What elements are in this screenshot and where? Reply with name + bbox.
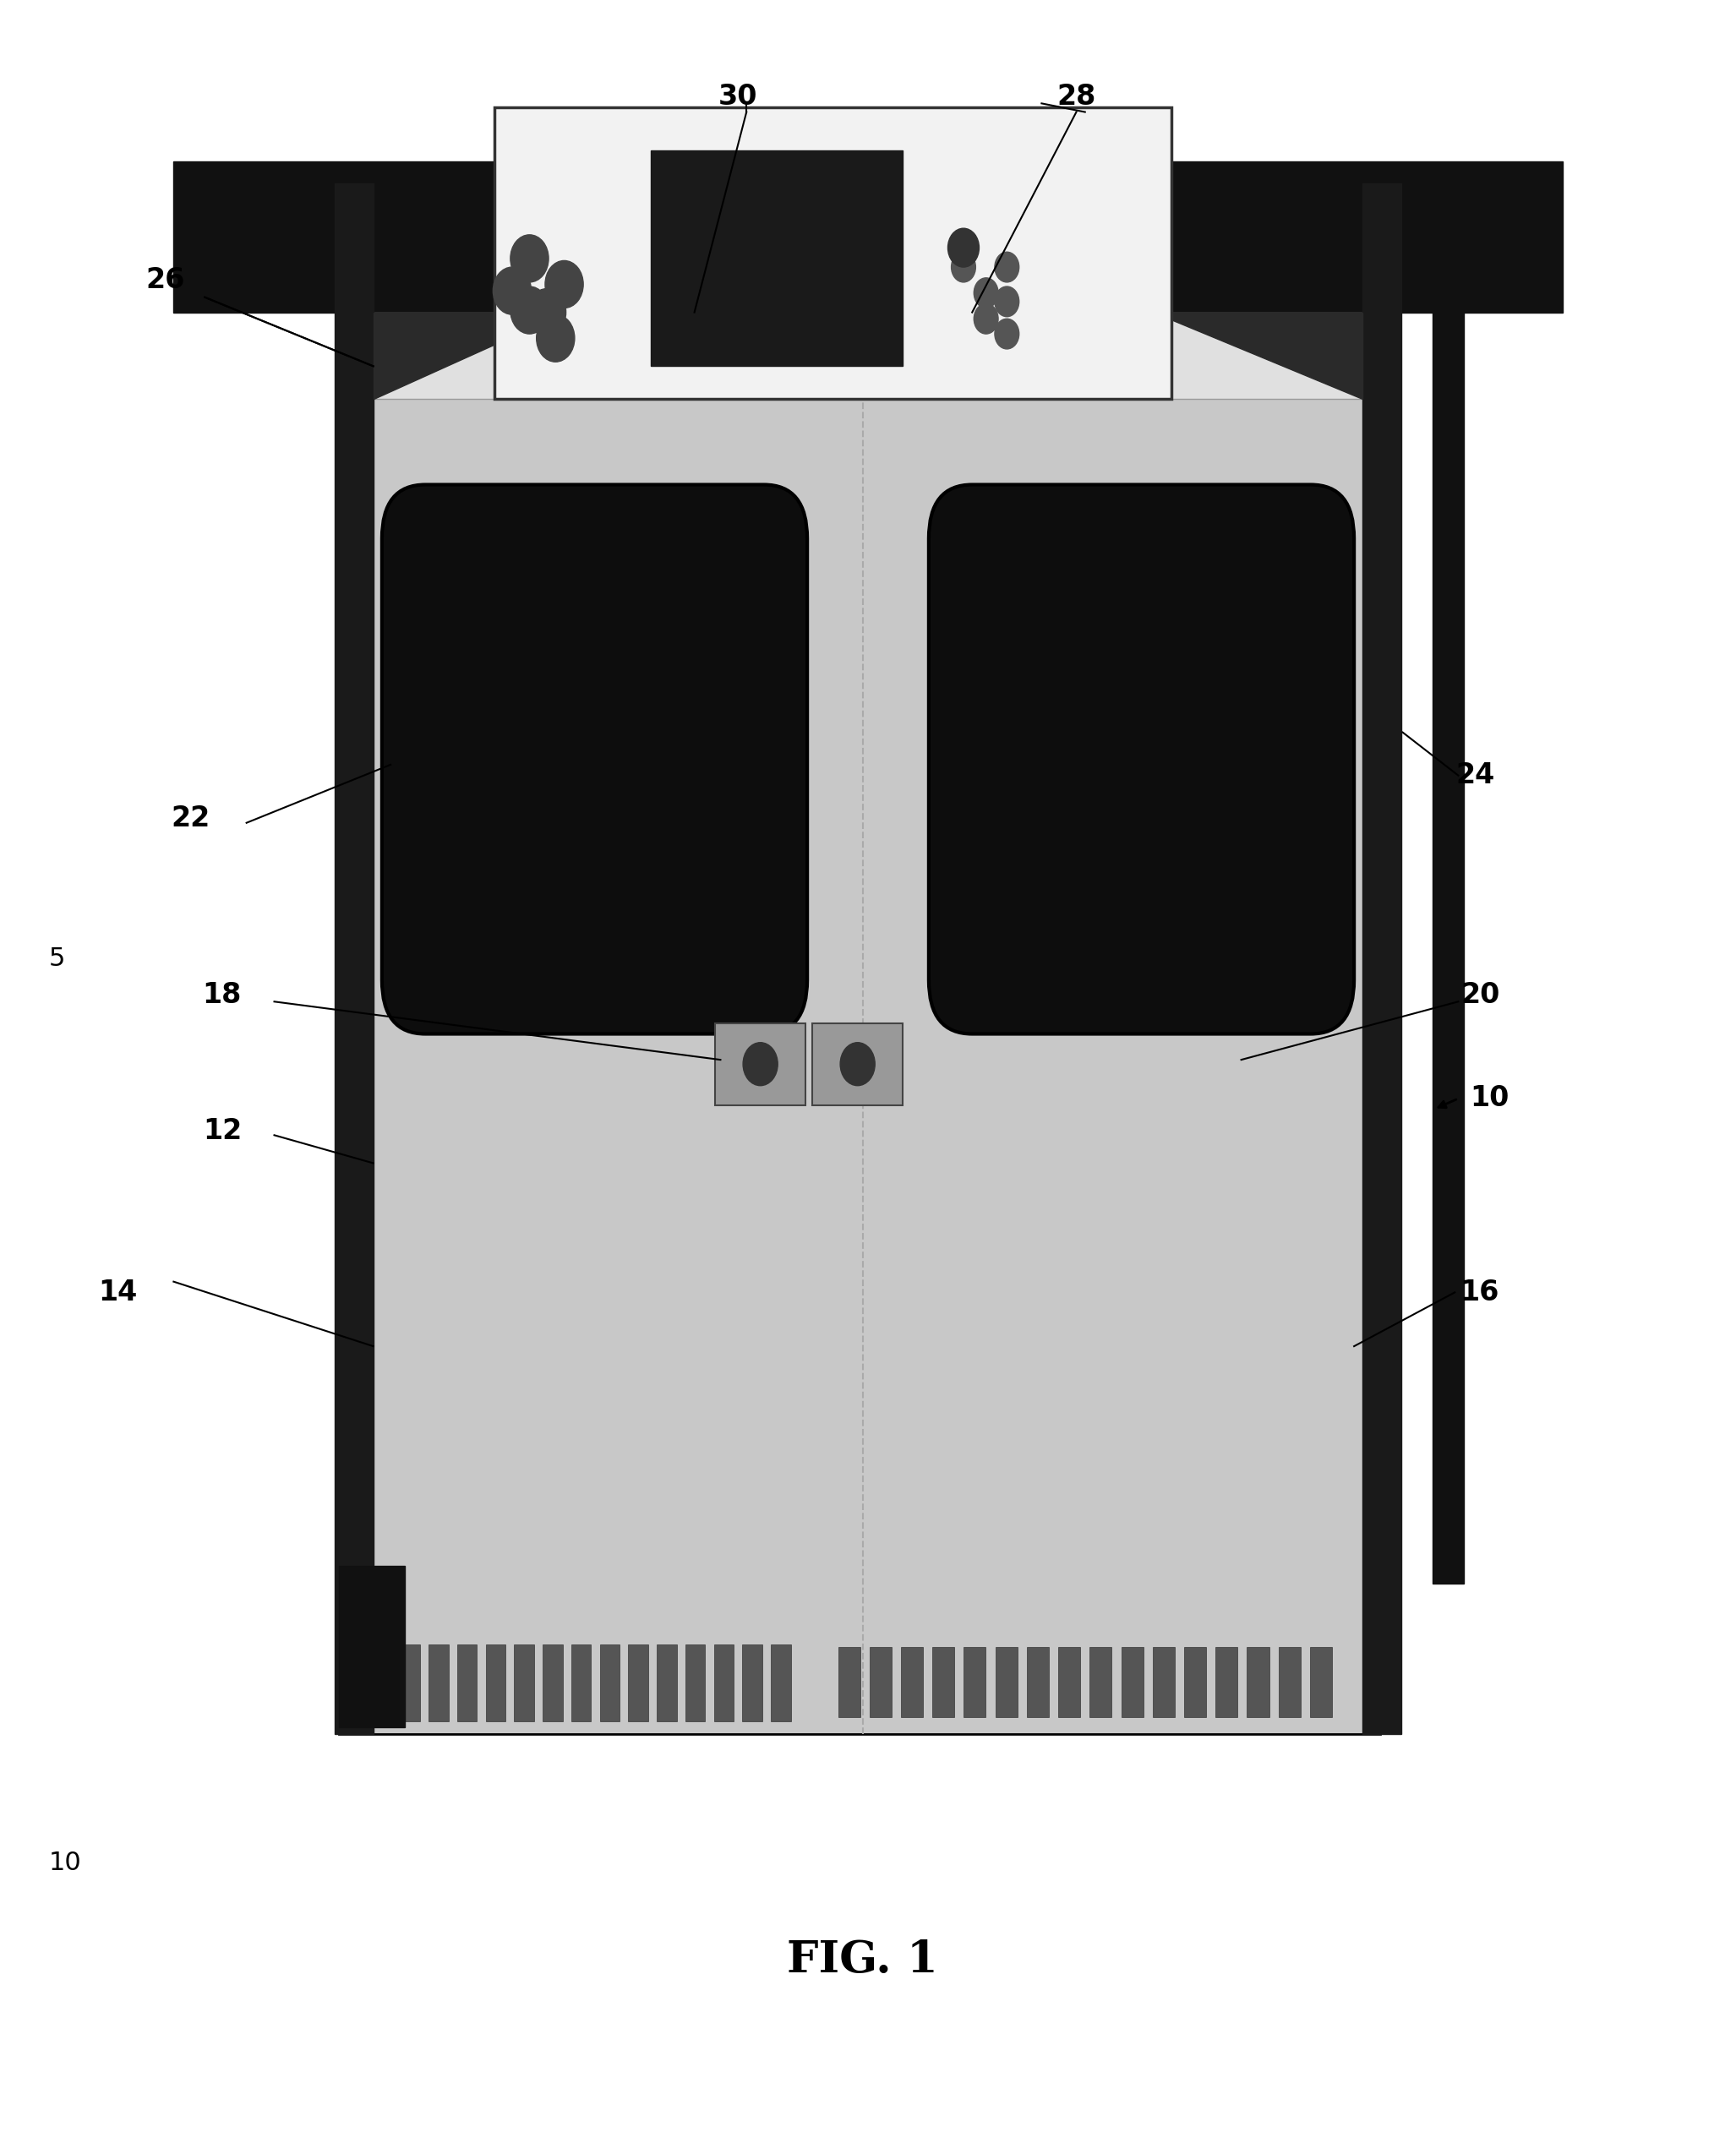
Bar	[656, 1644, 677, 1721]
Bar	[995, 1648, 1017, 1717]
Bar	[1121, 1648, 1144, 1717]
Bar	[812, 1023, 903, 1105]
Bar	[339, 183, 1380, 1734]
Polygon shape	[1154, 312, 1363, 398]
Bar	[1432, 183, 1463, 1583]
Text: 20: 20	[1462, 982, 1500, 1008]
Text: 26: 26	[146, 267, 184, 293]
Bar	[901, 1648, 924, 1717]
Circle shape	[510, 286, 549, 334]
Text: 16: 16	[1460, 1279, 1498, 1305]
Circle shape	[995, 286, 1019, 317]
Circle shape	[840, 1043, 875, 1086]
Circle shape	[510, 235, 549, 282]
Text: 12: 12	[203, 1118, 241, 1144]
Bar	[1153, 1648, 1175, 1717]
Bar	[838, 1648, 859, 1717]
Bar	[571, 1644, 592, 1721]
Text: 28: 28	[1057, 84, 1095, 110]
Polygon shape	[373, 312, 564, 398]
Text: 24: 24	[1457, 763, 1495, 788]
Circle shape	[974, 278, 998, 308]
Bar	[628, 1644, 648, 1721]
Text: 10: 10	[49, 1850, 82, 1876]
Bar	[486, 1644, 505, 1721]
Text: 18: 18	[203, 982, 241, 1008]
Circle shape	[948, 228, 979, 267]
Bar	[715, 1023, 806, 1105]
Bar	[457, 1644, 477, 1721]
Bar	[335, 183, 373, 1734]
Bar	[1090, 1648, 1111, 1717]
Bar	[686, 1644, 705, 1721]
Bar	[1215, 1648, 1238, 1717]
Bar	[514, 1644, 535, 1721]
Circle shape	[743, 1043, 778, 1086]
Text: 30: 30	[719, 84, 757, 110]
Bar	[399, 1644, 420, 1721]
Text: 22: 22	[172, 806, 210, 831]
Bar	[1026, 1648, 1049, 1717]
Bar	[1184, 1648, 1207, 1717]
Text: 14: 14	[99, 1279, 137, 1305]
Bar	[932, 1648, 955, 1717]
Bar	[713, 1644, 734, 1721]
Circle shape	[974, 304, 998, 334]
Bar	[599, 1644, 620, 1721]
Bar	[1059, 1648, 1080, 1717]
Bar	[543, 1644, 562, 1721]
Text: FIG. 1: FIG. 1	[786, 1939, 939, 1982]
Bar	[771, 1644, 792, 1721]
Bar	[1246, 1648, 1269, 1717]
Circle shape	[528, 289, 566, 336]
Bar	[743, 1644, 762, 1721]
Bar	[495, 108, 1172, 398]
Circle shape	[536, 314, 575, 362]
Bar	[174, 162, 1562, 312]
Bar	[651, 151, 903, 366]
Bar	[1311, 1648, 1332, 1717]
Text: 5: 5	[49, 946, 64, 971]
Bar	[429, 1644, 448, 1721]
Circle shape	[493, 267, 531, 314]
Bar	[870, 1648, 892, 1717]
Bar	[339, 1566, 404, 1728]
Circle shape	[995, 319, 1019, 349]
Bar	[373, 312, 1363, 398]
Bar	[1278, 1648, 1300, 1717]
Circle shape	[951, 252, 976, 282]
FancyBboxPatch shape	[929, 485, 1354, 1034]
Bar	[963, 1648, 986, 1717]
Circle shape	[545, 261, 583, 308]
Circle shape	[995, 252, 1019, 282]
FancyBboxPatch shape	[382, 485, 807, 1034]
Bar	[1363, 183, 1401, 1734]
Text: 10: 10	[1470, 1086, 1509, 1111]
